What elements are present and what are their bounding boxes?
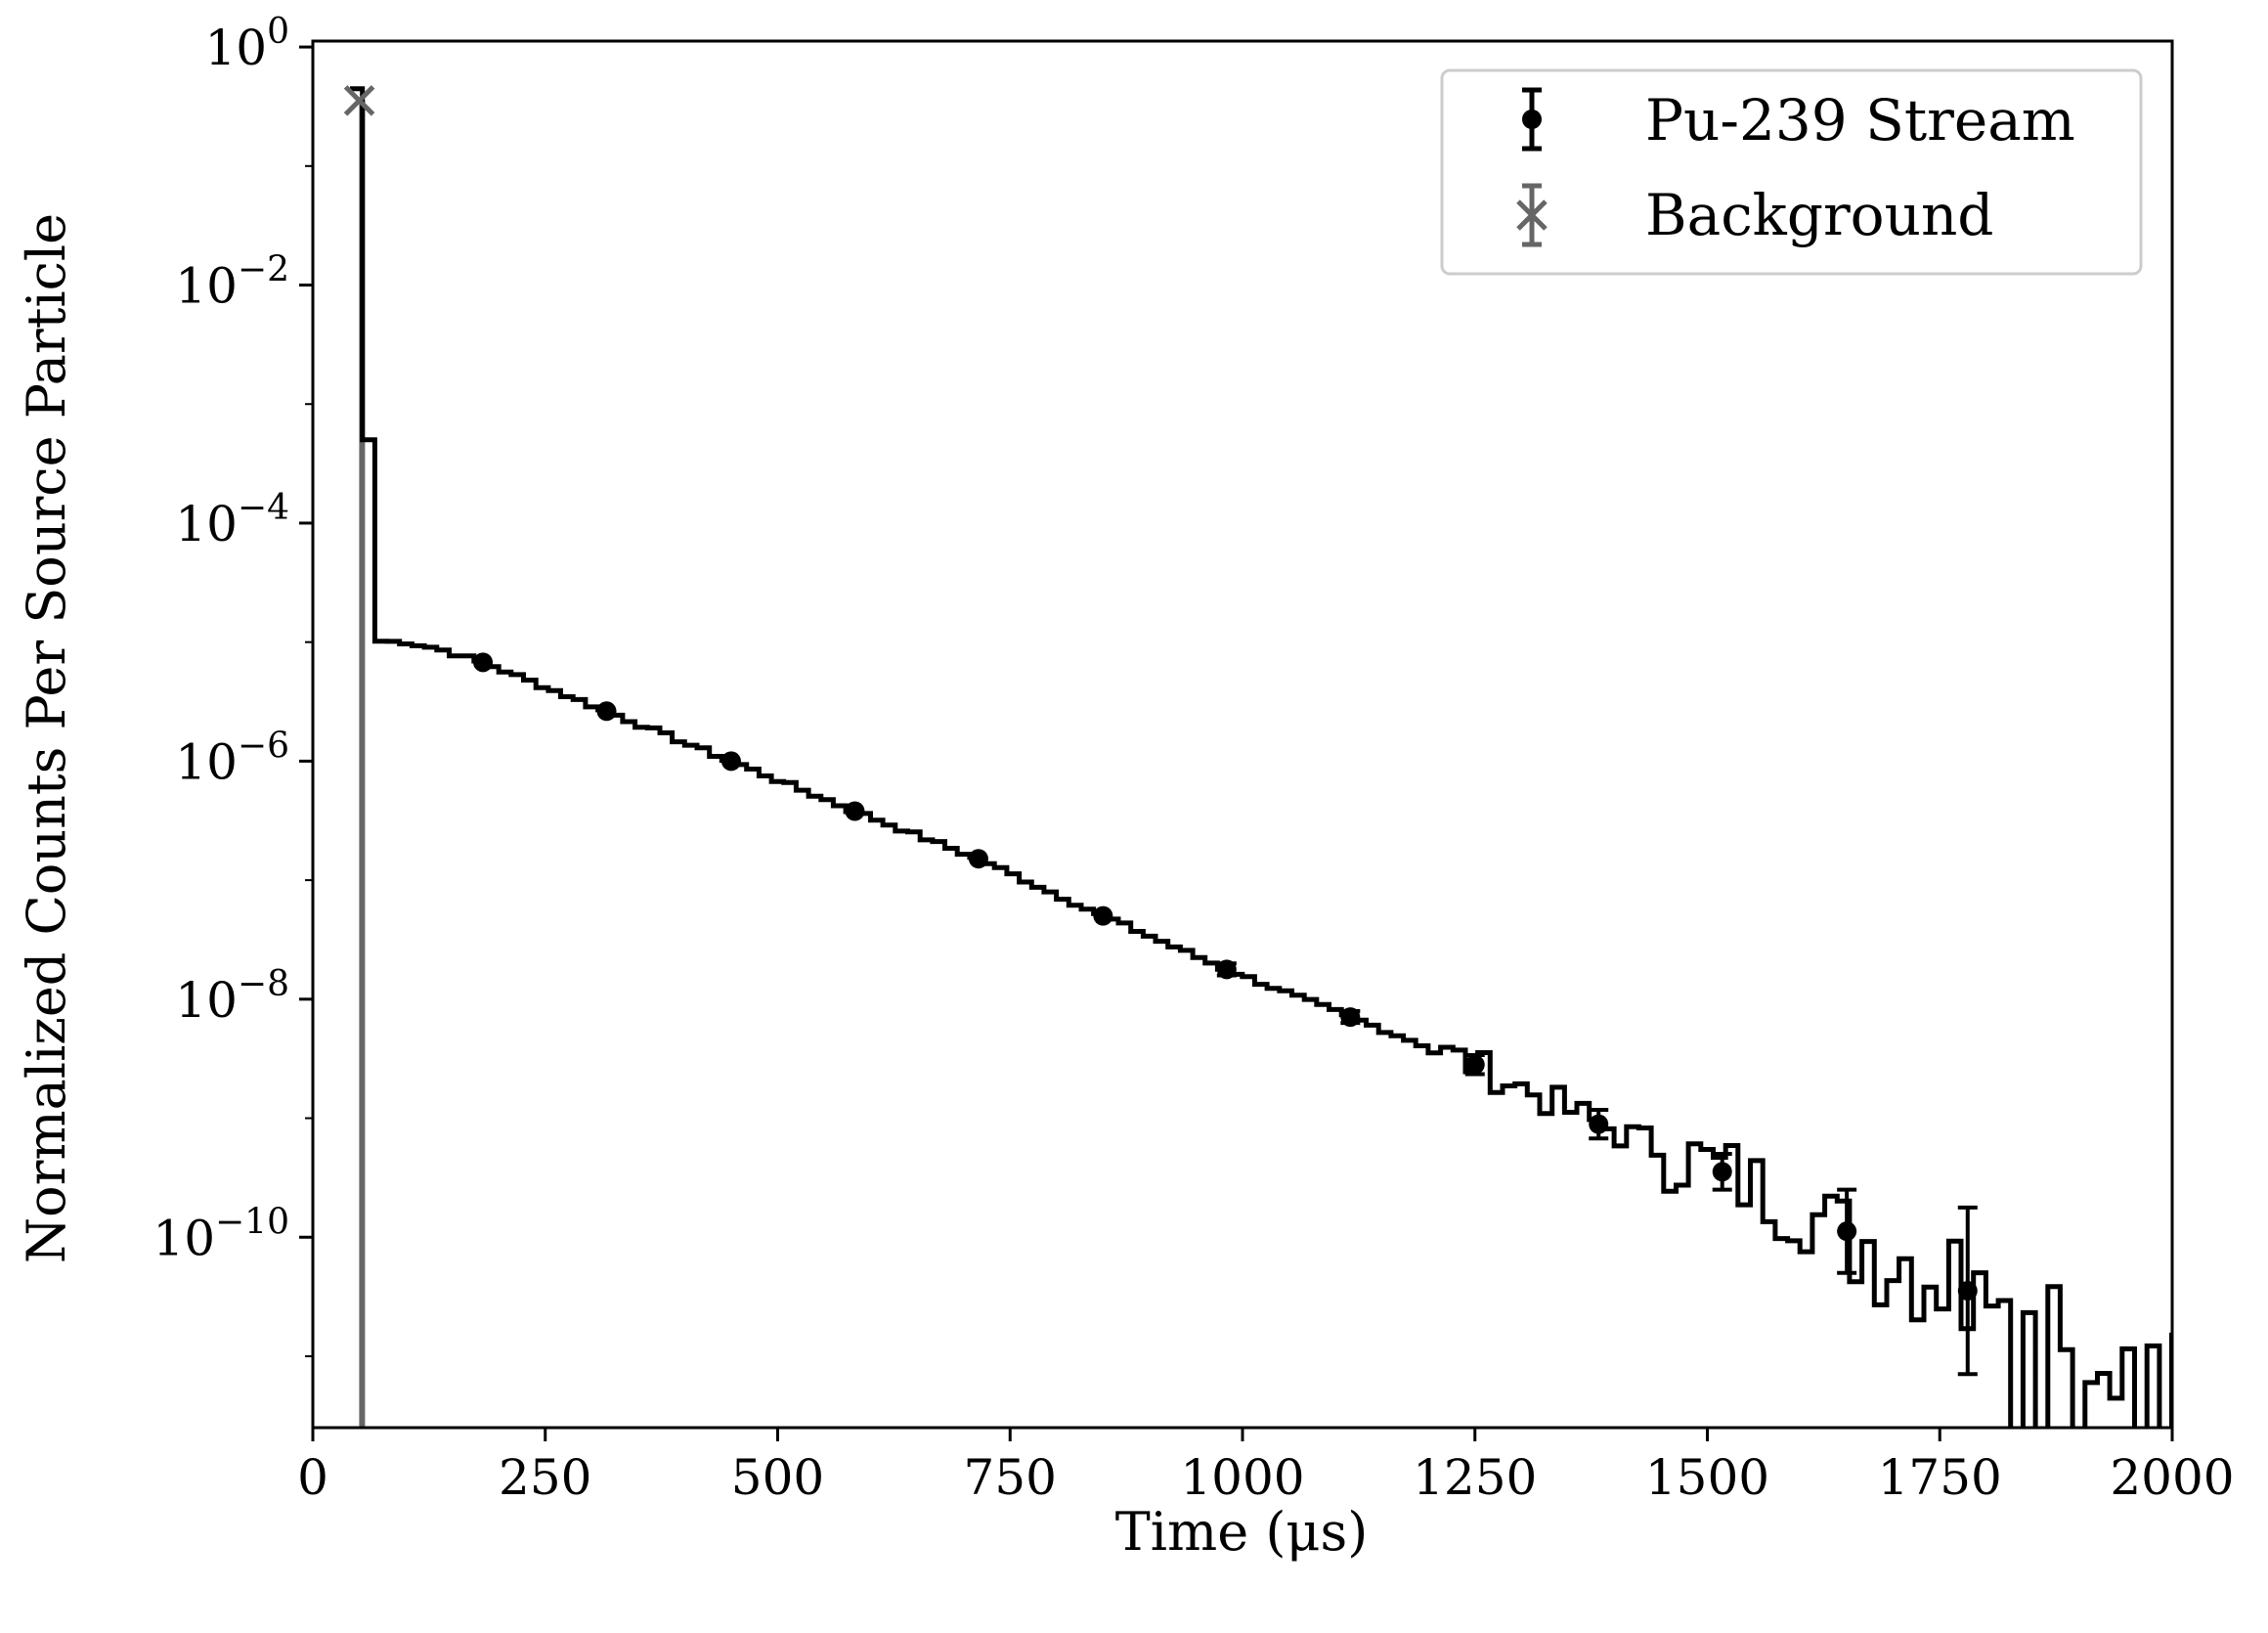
stream-point xyxy=(1464,1053,1485,1077)
x-tick-label: 2000 xyxy=(2110,1449,2234,1506)
legend-label-background: Background xyxy=(1645,182,1993,248)
legend-marker-background xyxy=(1516,183,1548,247)
y-tick-label: 10−6 xyxy=(175,726,289,790)
stream-point xyxy=(1957,1205,1978,1377)
stream-point xyxy=(1712,1152,1732,1192)
background-point xyxy=(343,85,375,116)
x-tick-label: 0 xyxy=(297,1449,328,1506)
y-tick-label: 10−4 xyxy=(175,488,289,552)
x-axis-label: Time (μs) xyxy=(1115,1501,1369,1563)
stream-point xyxy=(596,701,617,722)
stream-point xyxy=(1093,905,1113,926)
legend: Pu-239 Stream Background xyxy=(1440,68,2143,276)
stream-point xyxy=(1837,1187,1857,1275)
x-tick-label: 1250 xyxy=(1413,1449,1537,1506)
x-tick-label: 1750 xyxy=(1878,1449,2002,1506)
stream-point xyxy=(845,801,865,821)
stream-point xyxy=(1216,959,1237,980)
stream-point xyxy=(1340,1007,1361,1028)
x-tick-label: 250 xyxy=(499,1449,591,1506)
y-axis-label: Normalized Counts Per Source Particle xyxy=(16,213,77,1263)
stream-point xyxy=(968,849,988,869)
legend-frame xyxy=(1440,68,2143,276)
stream-point xyxy=(720,751,741,772)
x-tick-label: 1000 xyxy=(1180,1449,1304,1506)
y-axis: 100 10−2 10−4 10−6 10−8 10−10 xyxy=(153,12,313,1357)
x-tick-label: 750 xyxy=(964,1449,1057,1506)
y-tick-label: 10−8 xyxy=(175,964,289,1029)
legend-marker-stream xyxy=(1522,87,1542,152)
x-axis: 0 250 500 750 1000 1250 1500 1750 2000 xyxy=(297,1428,2235,1506)
y-tick-label: 100 xyxy=(204,12,289,76)
legend-label-stream: Pu-239 Stream xyxy=(1645,87,2075,154)
x-tick-label: 500 xyxy=(731,1449,824,1506)
stream-point xyxy=(1589,1108,1609,1141)
x-tick-label: 1500 xyxy=(1645,1449,1769,1506)
y-tick-label: 10−2 xyxy=(175,250,289,315)
y-tick-label: 10−10 xyxy=(153,1202,289,1266)
stream-step-line xyxy=(350,86,2172,1428)
stream-point xyxy=(473,652,494,673)
